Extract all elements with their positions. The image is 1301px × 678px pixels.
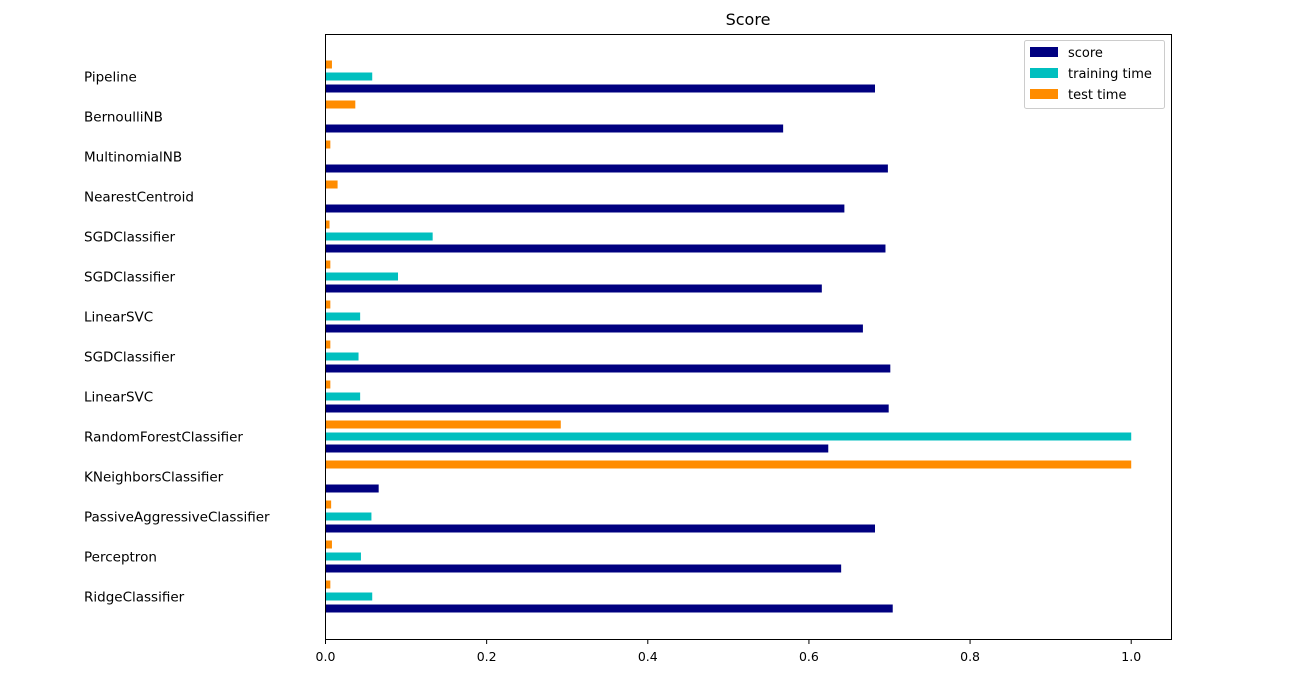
bar-score-3 xyxy=(325,484,379,493)
category-label-13: Pipeline xyxy=(84,70,137,86)
category-label-3: KNeighborsClassifier xyxy=(84,470,224,486)
legend-label-test-time: test time xyxy=(1068,88,1126,103)
category-label-10: NearestCentroid xyxy=(84,190,194,206)
category-label-0: RidgeClassifier xyxy=(84,590,185,606)
bar-score-11 xyxy=(325,164,888,173)
category-label-5: LinearSVC xyxy=(84,390,153,406)
bar-test-time-6 xyxy=(325,340,331,349)
bar-training-time-0 xyxy=(325,592,373,601)
bar-test-time-9 xyxy=(325,220,330,229)
x-tick-label-3: 0.6 xyxy=(799,649,819,664)
category-labels: RidgeClassifier Perceptron PassiveAggressi… xyxy=(84,70,270,606)
bar-score-7 xyxy=(325,324,863,333)
bar-test-time-10 xyxy=(325,180,338,189)
plot-frame xyxy=(325,34,1172,640)
x-tick-label-4: 0.8 xyxy=(960,649,980,664)
category-label-12: BernoulliNB xyxy=(84,110,163,126)
legend-frame xyxy=(1024,40,1165,109)
category-label-6: SGDClassifier xyxy=(84,350,176,366)
bar-score-5 xyxy=(325,404,889,413)
category-label-2: PassiveAggressiveClassifier xyxy=(84,510,270,526)
bars-group xyxy=(325,60,1132,613)
bar-test-time-2 xyxy=(325,500,332,509)
chart-title: Score xyxy=(726,10,771,29)
bar-training-time-8 xyxy=(325,272,399,281)
bar-score-10 xyxy=(325,204,845,213)
category-label-1: Perceptron xyxy=(84,550,157,566)
bar-score-9 xyxy=(325,244,886,253)
bar-test-time-3 xyxy=(325,460,1132,469)
bar-test-time-11 xyxy=(325,140,331,149)
x-axis: 0.0 0.2 0.4 0.6 0.8 1.0 xyxy=(316,639,1141,664)
x-tick-label-1: 0.2 xyxy=(477,649,497,664)
bar-test-time-0 xyxy=(325,580,331,589)
bar-test-time-1 xyxy=(325,540,332,549)
category-label-7: LinearSVC xyxy=(84,310,153,326)
bar-score-12 xyxy=(325,124,784,133)
bar-test-time-5 xyxy=(325,380,331,389)
bar-training-time-1 xyxy=(325,552,361,561)
bar-score-2 xyxy=(325,524,875,533)
bar-training-time-6 xyxy=(325,352,359,361)
category-label-4: RandomForestClassifier xyxy=(84,430,243,446)
legend-swatch-training-time xyxy=(1030,68,1058,78)
bar-training-time-9 xyxy=(325,232,433,241)
bar-score-0 xyxy=(325,604,893,613)
bar-training-time-4 xyxy=(325,432,1132,441)
bar-score-4 xyxy=(325,444,829,453)
bar-training-time-2 xyxy=(325,512,372,521)
x-tick-label-2: 0.4 xyxy=(638,649,658,664)
legend-label-training-time: training time xyxy=(1068,67,1152,82)
x-tick-label-5: 1.0 xyxy=(1121,649,1141,664)
bar-test-time-13 xyxy=(325,60,332,69)
category-label-9: SGDClassifier xyxy=(84,230,176,246)
bar-training-time-13 xyxy=(325,72,373,81)
legend-label-score: score xyxy=(1068,46,1103,61)
bar-score-6 xyxy=(325,364,891,373)
legend-swatch-score xyxy=(1030,47,1058,57)
x-tick-label-0: 0.0 xyxy=(316,649,336,664)
bar-test-time-4 xyxy=(325,420,561,429)
category-label-11: MultinomialNB xyxy=(84,150,182,166)
bar-training-time-5 xyxy=(325,392,361,401)
bar-score-13 xyxy=(325,84,875,93)
category-label-8: SGDClassifier xyxy=(84,270,176,286)
bar-test-time-7 xyxy=(325,300,331,309)
legend-swatch-test-time xyxy=(1030,89,1058,99)
bar-test-time-8 xyxy=(325,260,331,269)
bar-score-8 xyxy=(325,284,822,293)
bar-test-time-12 xyxy=(325,100,356,109)
legend: score training time test time xyxy=(1024,40,1165,109)
bar-training-time-7 xyxy=(325,312,361,321)
bar-score-1 xyxy=(325,564,842,573)
